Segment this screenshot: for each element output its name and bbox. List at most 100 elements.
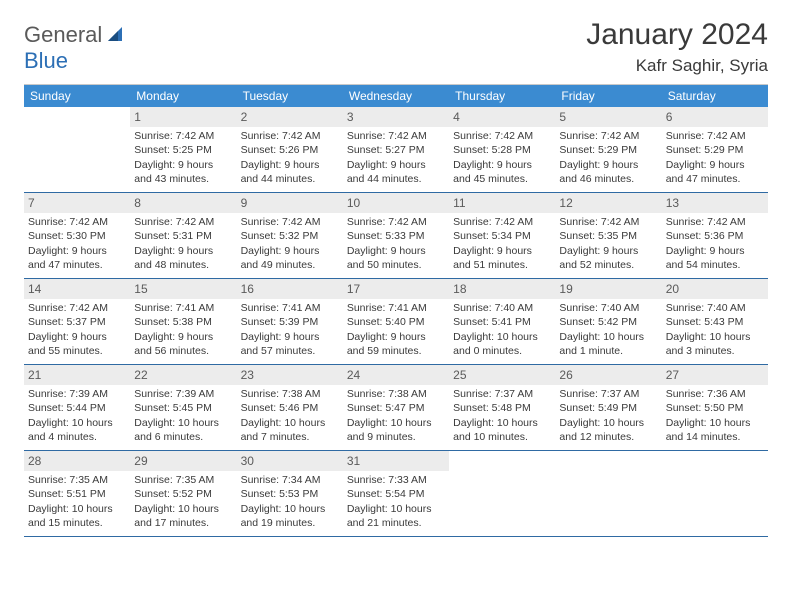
sunset-line: Sunset: 5:48 PM — [453, 401, 551, 415]
sunset-line: Sunset: 5:47 PM — [347, 401, 445, 415]
date-number: 31 — [343, 451, 449, 471]
daylight-line: Daylight: 9 hours and 55 minutes. — [28, 330, 126, 358]
sunset-line: Sunset: 5:46 PM — [241, 401, 339, 415]
day-info: Sunrise: 7:42 AMSunset: 5:37 PMDaylight:… — [24, 301, 130, 362]
logo-part1: General — [24, 22, 102, 47]
sunset-line: Sunset: 5:31 PM — [134, 229, 232, 243]
calendar-cell: 23Sunrise: 7:38 AMSunset: 5:46 PMDayligh… — [237, 365, 343, 451]
calendar-cell: 16Sunrise: 7:41 AMSunset: 5:39 PMDayligh… — [237, 279, 343, 365]
day-info: Sunrise: 7:35 AMSunset: 5:51 PMDaylight:… — [24, 473, 130, 534]
day-info: Sunrise: 7:41 AMSunset: 5:38 PMDaylight:… — [130, 301, 236, 362]
calendar-cell: 12Sunrise: 7:42 AMSunset: 5:35 PMDayligh… — [555, 193, 661, 279]
sunrise-line: Sunrise: 7:39 AM — [134, 387, 232, 401]
sunset-line: Sunset: 5:44 PM — [28, 401, 126, 415]
calendar-cell: 19Sunrise: 7:40 AMSunset: 5:42 PMDayligh… — [555, 279, 661, 365]
calendar-cell-empty — [449, 451, 555, 537]
sunset-line: Sunset: 5:26 PM — [241, 143, 339, 157]
sunrise-line: Sunrise: 7:42 AM — [666, 215, 764, 229]
daylight-line: Daylight: 10 hours and 0 minutes. — [453, 330, 551, 358]
daylight-line: Daylight: 10 hours and 21 minutes. — [347, 502, 445, 530]
day-info: Sunrise: 7:42 AMSunset: 5:26 PMDaylight:… — [237, 129, 343, 190]
day-info: Sunrise: 7:40 AMSunset: 5:42 PMDaylight:… — [555, 301, 661, 362]
daylight-line: Daylight: 10 hours and 14 minutes. — [666, 416, 764, 444]
date-number: 2 — [237, 107, 343, 127]
calendar-cell: 29Sunrise: 7:35 AMSunset: 5:52 PMDayligh… — [130, 451, 236, 537]
date-number: 30 — [237, 451, 343, 471]
sunset-line: Sunset: 5:53 PM — [241, 487, 339, 501]
date-number: 5 — [555, 107, 661, 127]
sunset-line: Sunset: 5:33 PM — [347, 229, 445, 243]
sunset-line: Sunset: 5:25 PM — [134, 143, 232, 157]
calendar-cell: 31 Sunrise: 7:33 AMSunset: 5:54 PMDayligh… — [343, 451, 449, 537]
calendar-cell: 13Sunrise: 7:42 AMSunset: 5:36 PMDayligh… — [662, 193, 768, 279]
location-title: Kafr Saghir, Syria — [586, 56, 768, 76]
date-number: 19 — [555, 279, 661, 299]
date-number: 6 — [662, 107, 768, 127]
logo-text: General Blue — [24, 22, 102, 74]
calendar-cell: 27Sunrise: 7:36 AMSunset: 5:50 PMDayligh… — [662, 365, 768, 451]
daylight-line: Daylight: 9 hours and 59 minutes. — [347, 330, 445, 358]
date-number: 26 — [555, 365, 661, 385]
day-info: Sunrise: 7:42 AMSunset: 5:27 PMDaylight:… — [343, 129, 449, 190]
sunrise-line: Sunrise: 7:42 AM — [28, 301, 126, 315]
day-info: Sunrise: 7:39 AMSunset: 5:45 PMDaylight:… — [130, 387, 236, 448]
sunset-line: Sunset: 5:34 PM — [453, 229, 551, 243]
calendar-cell: 7Sunrise: 7:42 AMSunset: 5:30 PMDaylight… — [24, 193, 130, 279]
daylight-line: Daylight: 9 hours and 50 minutes. — [347, 244, 445, 272]
date-number: 28 — [24, 451, 130, 471]
daylight-line: Daylight: 10 hours and 1 minute. — [559, 330, 657, 358]
day-info: Sunrise: 7:42 AMSunset: 5:25 PMDaylight:… — [130, 129, 236, 190]
sunrise-line: Sunrise: 7:37 AM — [453, 387, 551, 401]
date-number: 29 — [130, 451, 236, 471]
sunset-line: Sunset: 5:36 PM — [666, 229, 764, 243]
day-info: Sunrise: 7:41 AMSunset: 5:40 PMDaylight:… — [343, 301, 449, 362]
calendar-cell: 9Sunrise: 7:42 AMSunset: 5:32 PMDaylight… — [237, 193, 343, 279]
sunset-line: Sunset: 5:54 PM — [347, 487, 445, 501]
day-info: Sunrise: 7:38 AMSunset: 5:46 PMDaylight:… — [237, 387, 343, 448]
day-info: Sunrise: 7:42 AMSunset: 5:35 PMDaylight:… — [555, 215, 661, 276]
sunrise-line: Sunrise: 7:42 AM — [559, 129, 657, 143]
day-header: Monday — [130, 85, 236, 107]
sunset-line: Sunset: 5:37 PM — [28, 315, 126, 329]
logo-part2: Blue — [24, 48, 68, 73]
calendar-cell: 20Sunrise: 7:40 AMSunset: 5:43 PMDayligh… — [662, 279, 768, 365]
calendar-cell: 2Sunrise: 7:42 AMSunset: 5:26 PMDaylight… — [237, 107, 343, 193]
calendar-cell: 28Sunrise: 7:35 AMSunset: 5:51 PMDayligh… — [24, 451, 130, 537]
daylight-line: Daylight: 10 hours and 10 minutes. — [453, 416, 551, 444]
sunrise-line: Sunrise: 7:41 AM — [134, 301, 232, 315]
day-info: Sunrise: 7:42 AMSunset: 5:31 PMDaylight:… — [130, 215, 236, 276]
calendar-cell-empty — [24, 107, 130, 193]
daylight-line: Daylight: 9 hours and 47 minutes. — [28, 244, 126, 272]
daylight-line: Daylight: 9 hours and 44 minutes. — [241, 158, 339, 186]
calendar-cell: 22Sunrise: 7:39 AMSunset: 5:45 PMDayligh… — [130, 365, 236, 451]
sunrise-line: Sunrise: 7:35 AM — [134, 473, 232, 487]
day-header: Wednesday — [343, 85, 449, 107]
calendar-grid: SundayMondayTuesdayWednesdayThursdayFrid… — [24, 84, 768, 537]
sunset-line: Sunset: 5:38 PM — [134, 315, 232, 329]
date-number: 25 — [449, 365, 555, 385]
calendar-cell: 17Sunrise: 7:41 AMSunset: 5:40 PMDayligh… — [343, 279, 449, 365]
sunrise-line: Sunrise: 7:42 AM — [134, 129, 232, 143]
daylight-line: Daylight: 10 hours and 6 minutes. — [134, 416, 232, 444]
sunrise-line: Sunrise: 7:40 AM — [666, 301, 764, 315]
date-number: 27 — [662, 365, 768, 385]
date-number: 14 — [24, 279, 130, 299]
sunrise-line: Sunrise: 7:33 AM — [347, 473, 445, 487]
calendar-cell: 26Sunrise: 7:37 AMSunset: 5:49 PMDayligh… — [555, 365, 661, 451]
date-number: 16 — [237, 279, 343, 299]
sunrise-line: Sunrise: 7:40 AM — [453, 301, 551, 315]
sunset-line: Sunset: 5:28 PM — [453, 143, 551, 157]
sunset-line: Sunset: 5:41 PM — [453, 315, 551, 329]
sunrise-line: Sunrise: 7:41 AM — [241, 301, 339, 315]
sunrise-line: Sunrise: 7:37 AM — [559, 387, 657, 401]
daylight-line: Daylight: 10 hours and 12 minutes. — [559, 416, 657, 444]
day-info: Sunrise: 7:42 AMSunset: 5:30 PMDaylight:… — [24, 215, 130, 276]
day-info: Sunrise: 7:40 AMSunset: 5:41 PMDaylight:… — [449, 301, 555, 362]
sunrise-line: Sunrise: 7:42 AM — [134, 215, 232, 229]
calendar-cell: 14Sunrise: 7:42 AMSunset: 5:37 PMDayligh… — [24, 279, 130, 365]
day-info: Sunrise: 7:41 AMSunset: 5:39 PMDaylight:… — [237, 301, 343, 362]
date-number: 1 — [130, 107, 236, 127]
calendar-cell: 21Sunrise: 7:39 AMSunset: 5:44 PMDayligh… — [24, 365, 130, 451]
calendar-cell: 1Sunrise: 7:42 AMSunset: 5:25 PMDaylight… — [130, 107, 236, 193]
daylight-line: Daylight: 10 hours and 17 minutes. — [134, 502, 232, 530]
